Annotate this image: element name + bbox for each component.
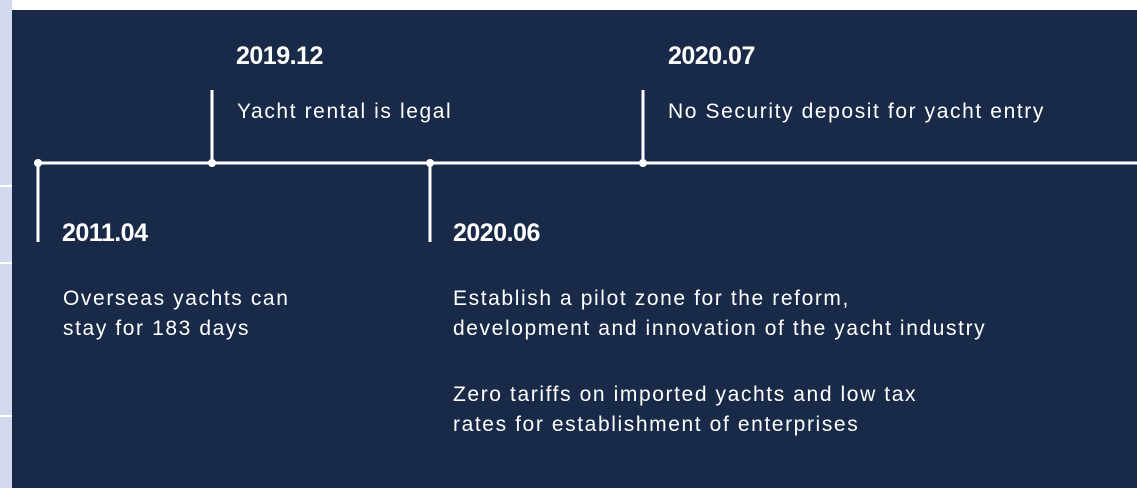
event-text: Establish a pilot zone for the reform,: [453, 287, 850, 310]
dot: [639, 159, 647, 167]
event-text: Yacht rental is legal: [237, 100, 452, 123]
event-date: 2019.12: [236, 42, 323, 70]
event-text: stay for 183 days: [63, 317, 250, 340]
event-date: 2020.07: [668, 42, 755, 70]
event-date: 2020.06: [453, 219, 540, 247]
side-strip: [0, 0, 12, 488]
event-text: rates for establishment of enterprises: [453, 413, 859, 436]
event-text: No Security deposit for yacht entry: [668, 100, 1045, 123]
event-text: Zero tariffs on imported yachts and low …: [453, 383, 917, 406]
dot: [426, 159, 434, 167]
event-text: Overseas yachts can: [63, 287, 290, 310]
event-date: 2011.04: [62, 219, 148, 247]
dot: [208, 159, 216, 167]
dot: [34, 159, 42, 167]
panel: [12, 10, 1137, 488]
event-text: development and innovation of the yacht …: [453, 317, 986, 340]
